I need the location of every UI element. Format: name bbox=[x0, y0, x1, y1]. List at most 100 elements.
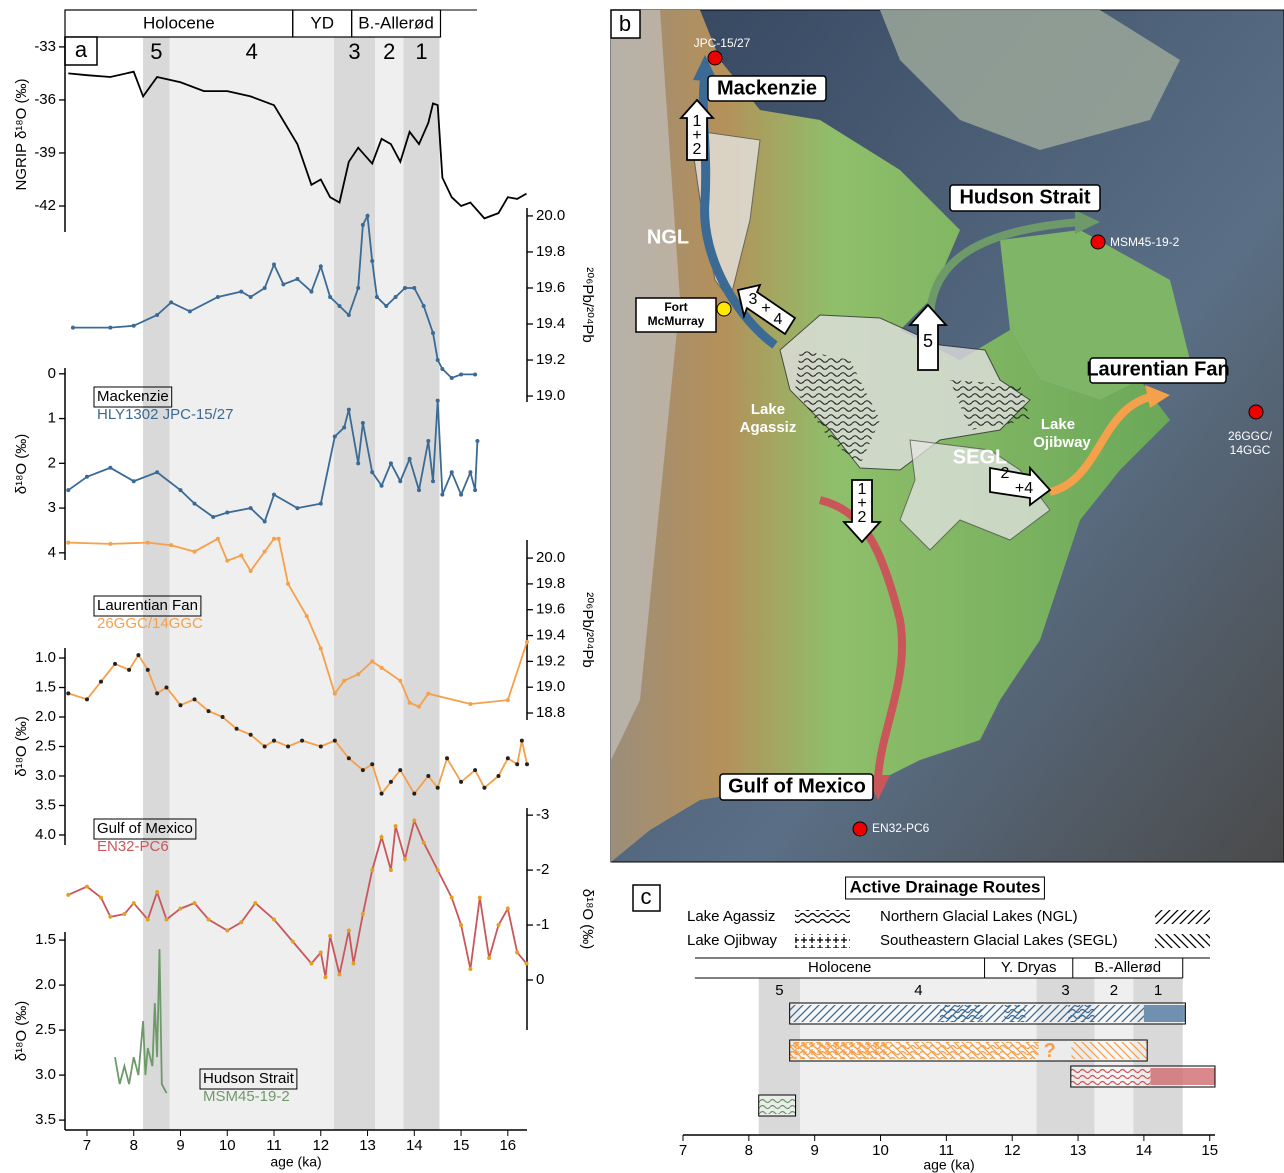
series-marker bbox=[164, 918, 168, 922]
y-tick-label: 19.2 bbox=[536, 351, 565, 368]
y-tick-label: 0 bbox=[48, 365, 56, 382]
site-label: 26GGC/ bbox=[1228, 429, 1273, 443]
series-marker bbox=[342, 426, 346, 430]
stage-band bbox=[375, 37, 404, 1130]
series-marker bbox=[389, 868, 393, 872]
series-marker bbox=[417, 705, 421, 709]
x-tick-label: 7 bbox=[679, 1142, 687, 1159]
x-axis-label: age (ka) bbox=[270, 1154, 321, 1170]
series-marker bbox=[309, 962, 313, 966]
stage-band bbox=[143, 37, 170, 1130]
route-label: +4 bbox=[1015, 480, 1033, 497]
outlet-label: Hudson Strait bbox=[959, 186, 1090, 208]
y-axis-label: ²⁰⁶Pb/²⁰⁴Pb bbox=[579, 592, 596, 668]
y-tick-label: 19.2 bbox=[536, 652, 565, 669]
series-marker bbox=[225, 511, 229, 515]
series-marker bbox=[525, 762, 529, 766]
y-tick-label: 19.8 bbox=[536, 243, 565, 260]
y-axis-label: NGRIP δ¹⁸O (‰) bbox=[13, 79, 30, 191]
y-tick-label: 3 bbox=[48, 499, 56, 516]
y-axis-label: δ¹⁸O (‰) bbox=[13, 434, 30, 495]
x-tick-label: 15 bbox=[453, 1137, 470, 1154]
series-marker bbox=[221, 715, 225, 719]
series-marker bbox=[380, 484, 384, 488]
series-marker bbox=[155, 691, 159, 695]
y-tick-label: 20.0 bbox=[536, 207, 565, 224]
y-tick-label: 1.5 bbox=[35, 931, 56, 948]
x-tick-label: 14 bbox=[1136, 1142, 1153, 1159]
series-marker bbox=[281, 282, 285, 286]
series-marker bbox=[235, 727, 239, 731]
series-marker bbox=[506, 907, 510, 911]
series-marker bbox=[440, 493, 444, 497]
x-tick-label: 7 bbox=[83, 1137, 91, 1154]
legend-entry: MSM45-19-2 bbox=[203, 1088, 290, 1105]
series-marker bbox=[403, 286, 407, 290]
series-marker bbox=[468, 967, 472, 971]
series-marker bbox=[99, 680, 103, 684]
place-label: Fort bbox=[664, 300, 687, 314]
y-tick-label: -39 bbox=[34, 144, 56, 161]
y-tick-label: 19.6 bbox=[536, 601, 565, 618]
period-label: Holocene bbox=[143, 13, 215, 32]
series-marker bbox=[146, 541, 150, 545]
y-tick-label: 1.0 bbox=[35, 649, 56, 666]
series-marker bbox=[347, 929, 351, 933]
series-marker bbox=[459, 372, 463, 376]
x-tick-label: 9 bbox=[811, 1142, 819, 1159]
y-tick-label: 19.8 bbox=[536, 575, 565, 592]
series-marker bbox=[333, 739, 337, 743]
series-marker bbox=[520, 739, 524, 743]
series-marker bbox=[188, 309, 192, 313]
series-marker bbox=[370, 470, 374, 474]
legend-label: Northern Glacial Lakes (NGL) bbox=[880, 908, 1078, 925]
stage-label: 1 bbox=[1154, 982, 1162, 999]
y-tick-label: -1 bbox=[536, 916, 549, 933]
series-marker bbox=[295, 277, 299, 281]
legend-entry: HLY1302 JPC-15/27 bbox=[97, 406, 233, 423]
y-tick-label: -2 bbox=[536, 861, 549, 878]
stage-label: 2 bbox=[1110, 982, 1118, 999]
legend-label: Lake Ojibway bbox=[687, 932, 778, 949]
period-label: Y. Dryas bbox=[1001, 959, 1057, 976]
series-marker bbox=[426, 439, 430, 443]
chart-title: Active Drainage Routes bbox=[850, 877, 1041, 896]
x-tick-label: 10 bbox=[219, 1137, 236, 1154]
place-label: McMurray bbox=[648, 314, 705, 328]
series-marker bbox=[361, 768, 365, 772]
series-marker bbox=[272, 493, 276, 497]
stage-band bbox=[404, 37, 440, 1130]
series-marker bbox=[380, 666, 384, 670]
x-tick-label: 13 bbox=[1070, 1142, 1087, 1159]
panel-a: 54321HoloceneYDB.-Allerøda-33-36-39-42NG… bbox=[13, 10, 596, 1170]
series-marker bbox=[347, 313, 351, 317]
route-label: 4 bbox=[774, 311, 783, 328]
route-label: 2 bbox=[1001, 465, 1010, 482]
series-marker bbox=[412, 819, 416, 823]
series-marker bbox=[525, 640, 529, 644]
stage-label: 3 bbox=[348, 39, 360, 64]
series-marker bbox=[127, 668, 131, 672]
figure: b JPC-15/27 Mackenzie 1 + 2 NGL Fort McM… bbox=[0, 0, 1284, 1173]
y-axis-label: ²⁰⁶Pb/²⁰⁴Pb bbox=[579, 267, 596, 343]
series-marker bbox=[263, 550, 267, 554]
y-tick-label: 3.5 bbox=[35, 1111, 56, 1128]
series-marker bbox=[440, 367, 444, 371]
legend-swatch bbox=[795, 910, 850, 924]
series-marker bbox=[272, 739, 276, 743]
series-marker bbox=[525, 962, 529, 966]
site-label: 14GGC bbox=[1230, 443, 1271, 457]
series-marker bbox=[431, 331, 435, 335]
series-marker bbox=[328, 295, 332, 299]
y-axis-label: δ¹⁸O (‰) bbox=[13, 716, 30, 777]
series-marker bbox=[347, 408, 351, 412]
route-segment bbox=[1004, 1005, 1025, 1022]
y-tick-label: 18.8 bbox=[536, 704, 565, 721]
y-tick-label: 2.5 bbox=[35, 737, 56, 754]
series-marker bbox=[155, 313, 159, 317]
x-tick-label: 12 bbox=[312, 1137, 329, 1154]
legend-title: Mackenzie bbox=[97, 388, 169, 405]
legend-title: Laurentian Fan bbox=[97, 597, 198, 614]
series-marker bbox=[193, 901, 197, 905]
series-marker bbox=[122, 912, 126, 916]
